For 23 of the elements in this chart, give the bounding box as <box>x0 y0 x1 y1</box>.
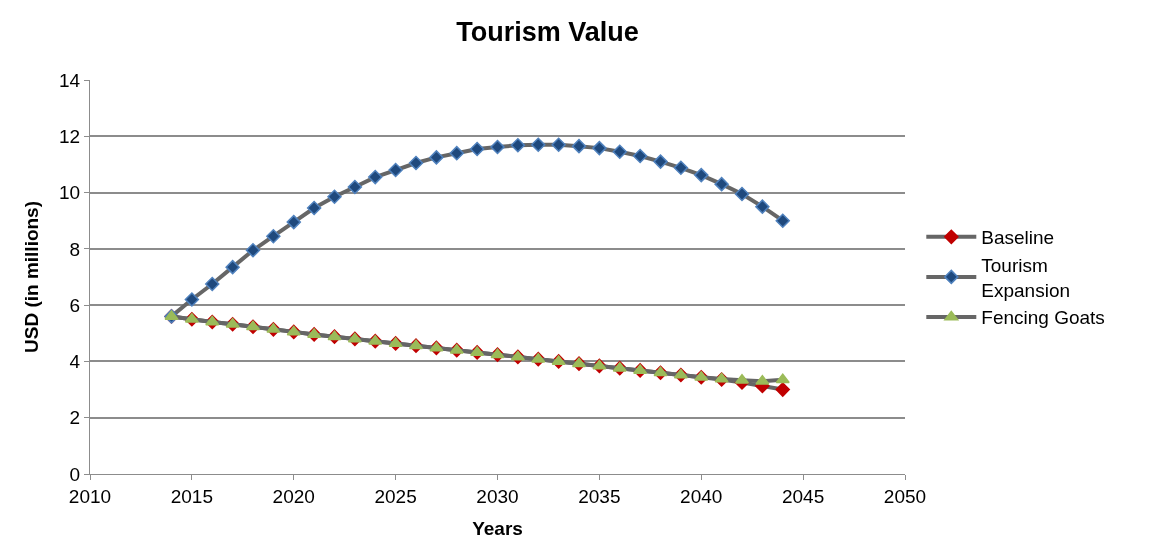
y-tick-label: 6 <box>69 294 81 316</box>
x-axis-title: Years <box>472 517 523 539</box>
chart-title: Tourism Value <box>456 16 639 47</box>
y-tick-label: 10 <box>59 182 81 204</box>
x-tick-label: 2050 <box>883 485 927 507</box>
x-tick-label: 2025 <box>374 485 417 507</box>
x-tick-label: 2035 <box>578 485 621 507</box>
legend-label: Baseline <box>981 227 1055 249</box>
y-tick-label: 2 <box>69 407 81 429</box>
y-tick-label: 12 <box>59 125 81 147</box>
y-tick-label: 8 <box>69 238 81 260</box>
x-tick-label: 2010 <box>68 485 112 507</box>
x-tick-label: 2020 <box>272 485 315 507</box>
y-tick-label: 4 <box>69 351 81 373</box>
x-tick-label: 2040 <box>680 485 723 507</box>
x-tick-label: 2045 <box>781 485 825 507</box>
x-tick-label: 2015 <box>170 485 214 507</box>
legend-label: Tourism Expansion <box>981 254 1071 301</box>
y-tick-label: 14 <box>59 69 81 91</box>
y-tick-label: 0 <box>69 463 81 485</box>
y-axis-title: USD (in millions) <box>20 201 42 353</box>
x-tick-label: 2030 <box>476 485 519 507</box>
legend-label: Fencing Goats <box>981 307 1105 329</box>
